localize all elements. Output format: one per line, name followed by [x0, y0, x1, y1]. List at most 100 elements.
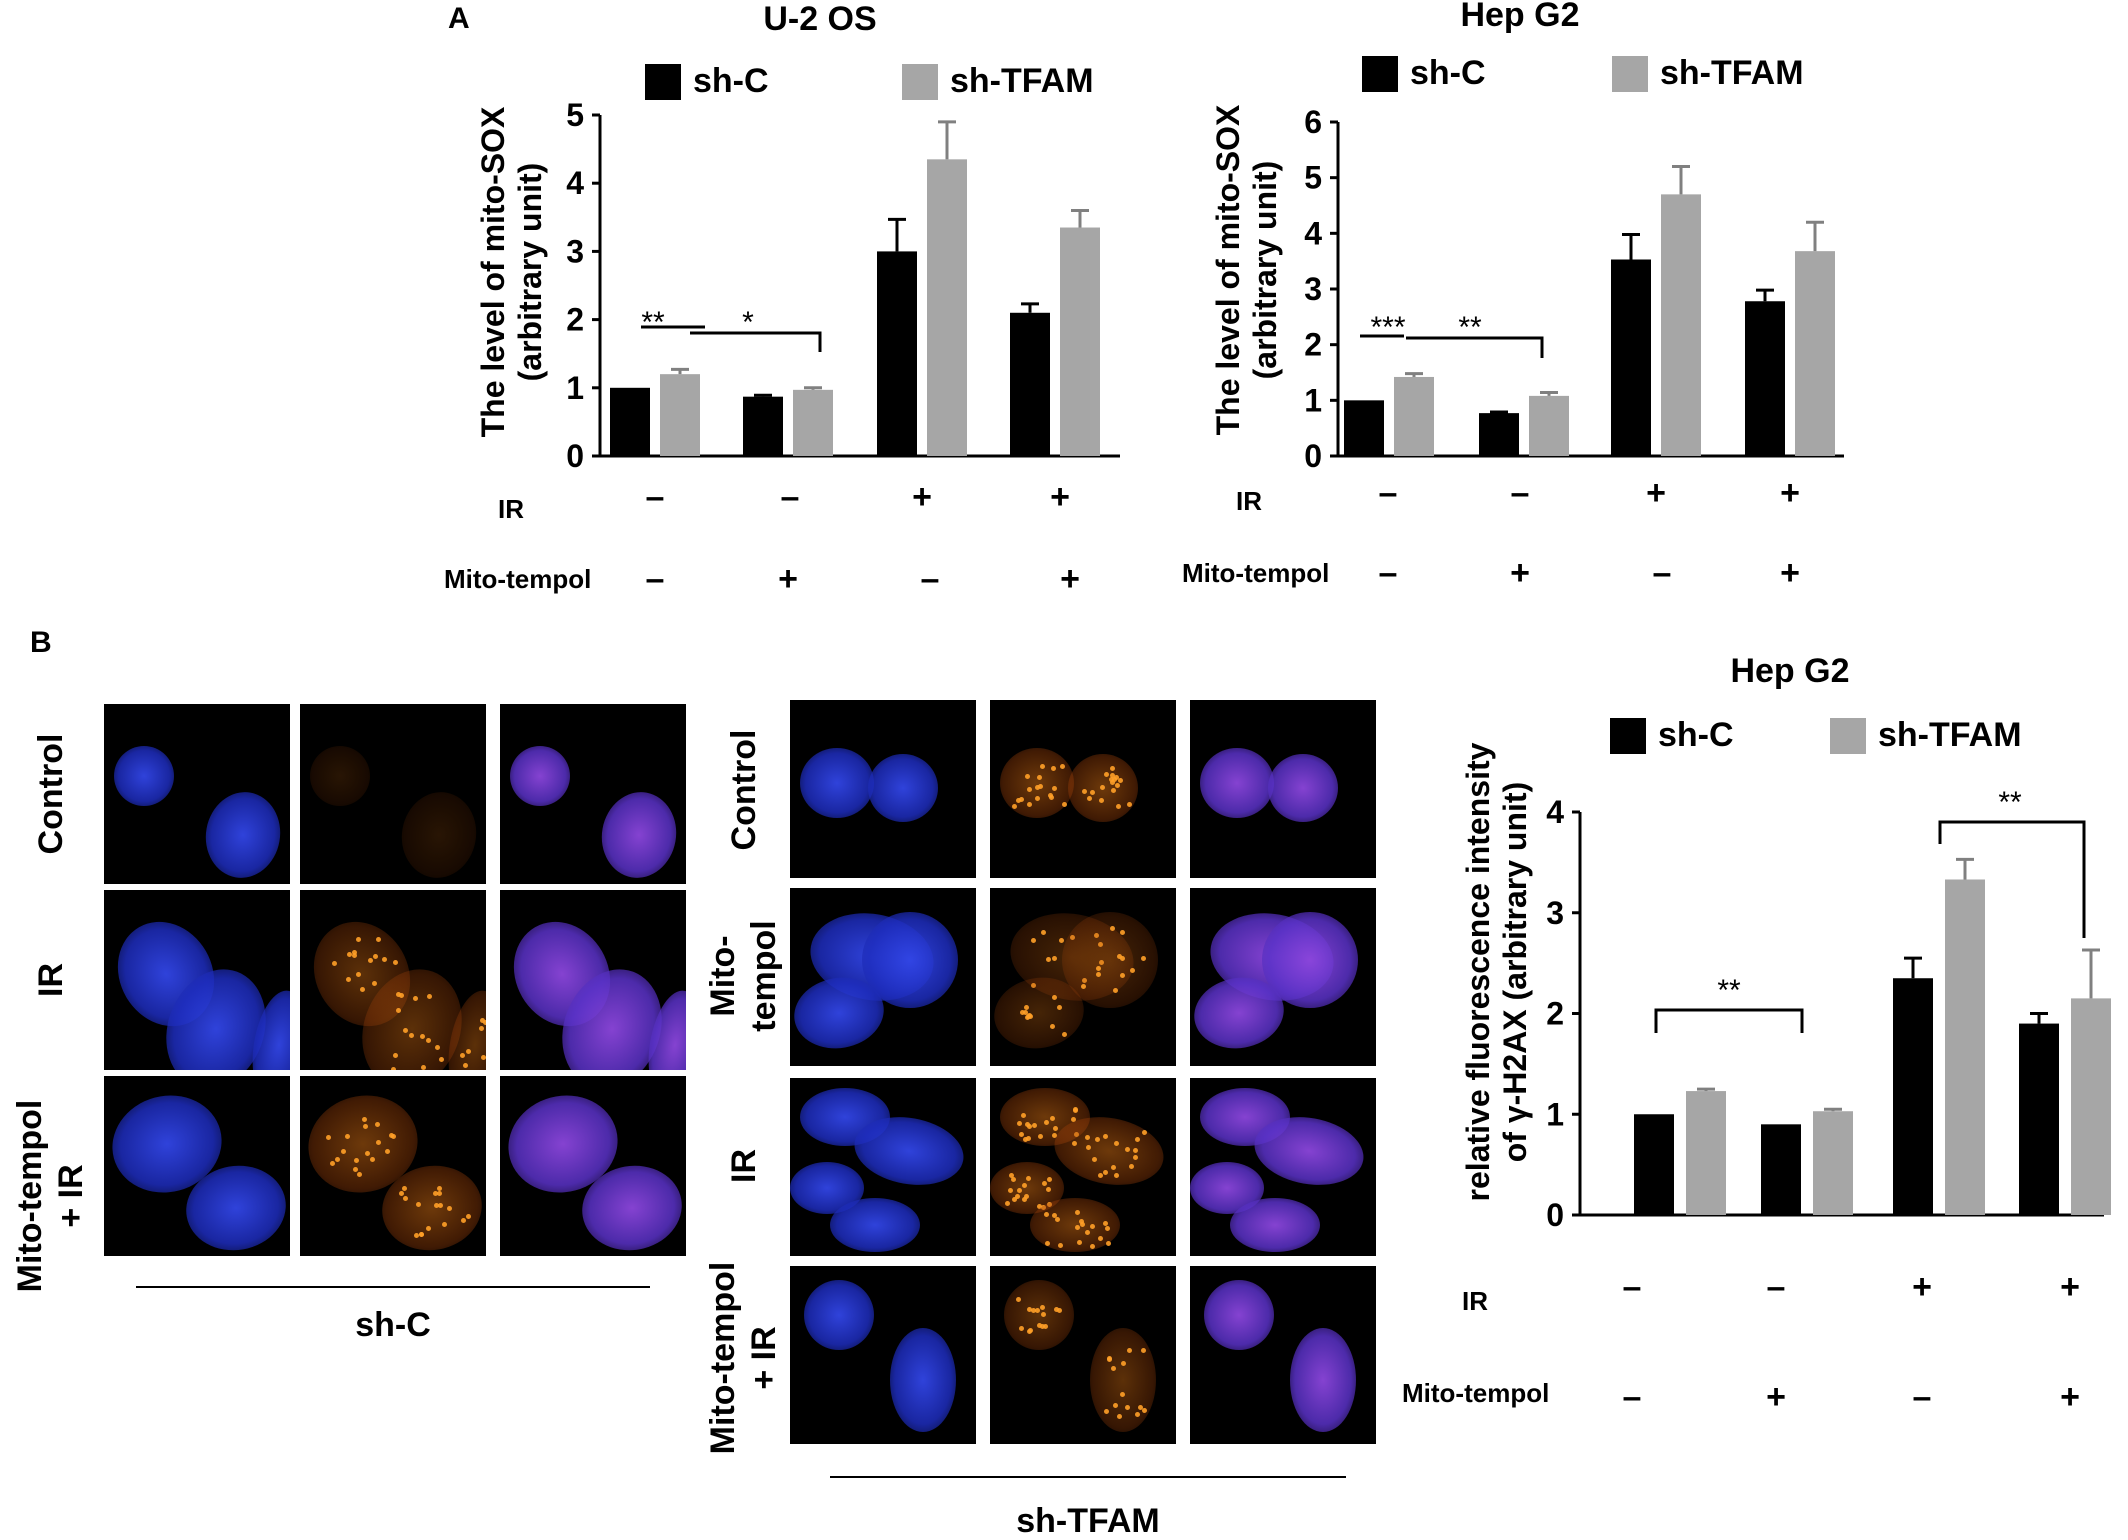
focus-dot: [1041, 930, 1047, 936]
focus-dot: [436, 1186, 442, 1192]
focus-dot: [352, 950, 358, 956]
nucleus: [862, 912, 958, 1008]
hep-a-bar-tfam: [1661, 194, 1701, 456]
uos-ir-sign: +: [1050, 478, 1070, 516]
chart-hep-a-title: Hep G2: [1460, 0, 1580, 34]
focus-dot: [362, 1124, 368, 1130]
focus-dot: [1044, 1119, 1050, 1125]
focus-dot: [482, 1019, 486, 1025]
focus-dot: [1126, 1347, 1132, 1353]
uos-ir-sign: –: [645, 478, 665, 516]
focus-dot: [1054, 1217, 1060, 1223]
focus-dot: [403, 1027, 409, 1033]
hep-b-ir-sign: +: [1912, 1268, 1932, 1306]
hep-a-ir-sign: –: [1378, 474, 1398, 512]
focus-dot: [1073, 1107, 1079, 1113]
focus-dot: [367, 958, 373, 964]
focus-dot: [1127, 802, 1133, 808]
focus-dot: [1035, 1307, 1041, 1313]
hep-a-y-tick-label: 2: [1304, 327, 1322, 363]
focus-dot: [1128, 1163, 1134, 1169]
focus-dot: [1111, 787, 1117, 793]
focus-dot: [1084, 1135, 1090, 1141]
uos-bar-shc: [1010, 312, 1050, 456]
focus-dot: [1011, 1177, 1017, 1183]
focus-dot: [1011, 803, 1017, 809]
focus-dot: [1027, 802, 1033, 808]
hep-a-sig-label: **: [1458, 311, 1482, 344]
hep-b-bar-shc: [1761, 1124, 1801, 1215]
uos-y-tick-label: 1: [566, 370, 584, 406]
shc-row-label: IR: [32, 963, 70, 997]
nucleus: [1268, 754, 1338, 822]
focus-dot: [1052, 956, 1058, 962]
panel-letter-a: A: [448, 2, 470, 35]
focus-dot: [1094, 1136, 1100, 1142]
focus-dot: [402, 1195, 408, 1201]
focus-dot: [1119, 1392, 1125, 1398]
nucleus: [395, 786, 483, 884]
legend-swatch-tfam: [1612, 55, 1648, 92]
focus-dot: [426, 1037, 432, 1043]
focus-dot: [1022, 1010, 1028, 1016]
focus-dot: [1051, 1213, 1057, 1219]
focus-dot: [1050, 1115, 1056, 1121]
focus-dot: [392, 1053, 398, 1059]
focus-dot: [1061, 802, 1067, 808]
uos-ir-sign: –: [780, 478, 800, 516]
focus-dot: [1040, 763, 1046, 769]
hep-a-sig-label: ***: [1370, 311, 1405, 344]
focus-dot: [1049, 795, 1055, 801]
hep-b-sig-label: **: [1998, 786, 2022, 819]
hep-b-mito-sign: –: [1912, 1378, 1932, 1416]
focus-dot: [1039, 1324, 1045, 1330]
focus-dot: [1074, 1210, 1080, 1216]
focus-dot: [1114, 1172, 1120, 1178]
legend-swatch-tfam: [902, 63, 938, 100]
focus-dot: [1047, 793, 1053, 799]
focus-dot: [459, 1052, 465, 1058]
focus-dot: [1015, 1297, 1021, 1303]
focus-dot: [1115, 783, 1121, 789]
focus-dot: [1057, 1242, 1063, 1248]
focus-dot: [1017, 1188, 1023, 1194]
focus-dot: [1027, 786, 1032, 792]
shc-row-label: Mito-tempol + IR: [11, 1099, 90, 1293]
uos-ir-sign: +: [912, 478, 932, 516]
focus-dot: [1084, 1229, 1090, 1235]
focus-dot: [1022, 1136, 1028, 1142]
hep-b-y-tick-label: 0: [1546, 1197, 1564, 1233]
hep-b-y-tick-label: 1: [1546, 1096, 1564, 1132]
hep-a-ir-sign: –: [1510, 474, 1530, 512]
shc-image-r1-c1: [104, 704, 290, 884]
shc-group-line: [136, 1286, 650, 1288]
focus-dot: [395, 991, 401, 997]
focus-dot: [1027, 1329, 1033, 1335]
focus-dot: [1052, 1126, 1058, 1132]
focus-dot: [331, 961, 337, 967]
focus-dot: [1004, 1200, 1010, 1206]
focus-dot: [1124, 1147, 1130, 1153]
uos-y-tick-label: 2: [566, 302, 584, 338]
chart-hep-b-title: Hep G2: [1730, 652, 1850, 690]
hep-b-ir-sign: –: [1766, 1268, 1786, 1306]
uos-mito-sign: +: [1060, 560, 1080, 598]
legend-swatch-shc: [645, 63, 681, 100]
focus-dot: [1082, 978, 1088, 984]
focus-dot: [396, 1007, 402, 1013]
focus-dot: [1097, 1173, 1103, 1179]
focus-dot: [372, 981, 378, 987]
nucleus: [114, 746, 174, 806]
hep-a-ir-sign: +: [1646, 474, 1666, 512]
focus-dot: [1022, 1182, 1028, 1188]
uos-y-tick-label: 3: [566, 233, 584, 269]
focus-dot: [375, 1139, 381, 1145]
nucleus: [1290, 1328, 1356, 1432]
nucleus: [595, 786, 683, 884]
focus-dot: [435, 1044, 441, 1050]
legend-swatch-shc: [1610, 717, 1646, 754]
focus-dot: [438, 1202, 444, 1208]
focus-dot: [1025, 1176, 1031, 1182]
focus-dot: [415, 1201, 421, 1207]
focus-dot: [1076, 1239, 1082, 1245]
